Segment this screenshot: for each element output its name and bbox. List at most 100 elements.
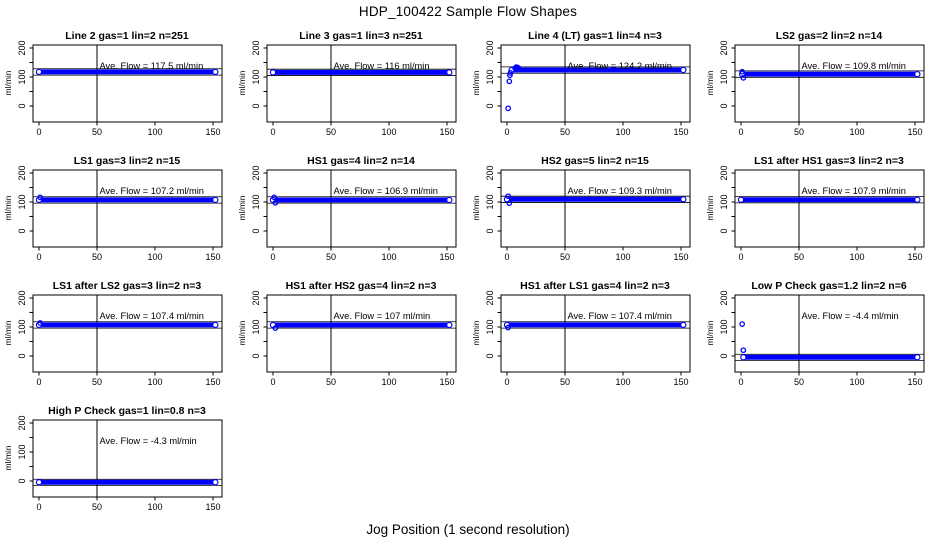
panel-title: Low P Check gas=1.2 lin=2 n=6 <box>751 280 906 292</box>
panel-title: HS1 gas=4 lin=2 n=14 <box>307 155 415 167</box>
plot-box <box>266 169 457 248</box>
y-tick-label: 200 <box>485 165 495 180</box>
band-end-point <box>680 196 687 203</box>
y-tick-label: 0 <box>719 353 729 358</box>
y-tick-label: 0 <box>17 228 27 233</box>
y-tick-label: 200 <box>251 165 261 180</box>
x-tick-label: 100 <box>381 252 396 262</box>
outlier-point <box>506 78 513 85</box>
x-tick-label: 50 <box>560 252 570 262</box>
y-axis-label: ml/min <box>3 195 13 220</box>
panel-title: LS1 after LS2 gas=3 lin=2 n=3 <box>53 280 202 292</box>
x-tick-label: 50 <box>560 127 570 137</box>
y-tick-label: 100 <box>719 194 729 209</box>
panel-plot: 0 50 100 150 0 100 200 ml/min HS1 after LS1 gas=… <box>471 280 691 387</box>
y-tick-label: 100 <box>251 194 261 209</box>
plot-box <box>500 169 691 248</box>
plot-box <box>734 294 925 373</box>
plot-box <box>734 44 925 123</box>
x-tick-label: 50 <box>92 252 102 262</box>
y-tick-label: 200 <box>719 165 729 180</box>
x-tick-label: 50 <box>794 252 804 262</box>
panel-title: LS1 after HS1 gas=3 lin=2 n=3 <box>754 155 904 167</box>
x-tick-label: 0 <box>270 252 275 262</box>
x-tick-label: 100 <box>381 377 396 387</box>
x-tick-label: 0 <box>738 377 743 387</box>
band-end-point <box>212 321 219 329</box>
x-tick-label: 150 <box>439 252 454 262</box>
figure-title: HDP_100422 Sample Flow Shapes <box>358 4 578 19</box>
x-tick-label: 0 <box>36 377 41 387</box>
band-end-point <box>914 354 921 361</box>
y-tick-label: 0 <box>251 353 261 358</box>
x-tick-label: 150 <box>205 252 220 262</box>
flow-panel: 0 50 100 150 0 100 200 ml/min HS1 after HS2 gas=… <box>234 272 468 397</box>
flow-panel: 0 50 100 150 0 100 200 ml/min Low P Check gas=1.… <box>702 272 936 397</box>
avg-flow-annotation: Ave. Flow = 107.4 ml/min <box>568 311 672 321</box>
outlier-point <box>507 70 514 76</box>
avg-flow-annotation: Ave. Flow = 107.9 ml/min <box>802 186 906 196</box>
outlier-point <box>272 325 279 332</box>
x-tick-label: 50 <box>92 502 102 512</box>
y-axis-label: ml/min <box>237 70 247 95</box>
x-tick-label: 100 <box>849 252 864 262</box>
x-tick-label: 150 <box>205 377 220 387</box>
x-tick-label: 100 <box>147 502 162 512</box>
x-tick-label: 150 <box>439 127 454 137</box>
y-tick-label: 0 <box>17 353 27 358</box>
band-end-point <box>269 69 277 76</box>
flow-panel: 0 50 100 150 0 100 200 ml/min LS1 after LS2 gas=… <box>0 272 234 397</box>
flow-panel: 0 50 100 150 0 100 200 ml/min High P Check gas=1… <box>0 397 234 522</box>
panel-plot: 0 50 100 150 0 100 200 ml/min Line 4 (LT) gas=1 … <box>471 30 691 137</box>
x-tick-label: 100 <box>849 127 864 137</box>
panel-grid: 0 50 100 150 0 100 200 ml/min Line 2 gas=1 lin=2… <box>0 22 936 522</box>
avg-flow-annotation: Ave. Flow = 117.5 ml/min <box>100 61 204 71</box>
panel-title: LS2 gas=2 lin=2 n=14 <box>776 30 883 42</box>
avg-flow-annotation: Ave. Flow = -4.3 ml/min <box>100 436 197 446</box>
flow-panel: 0 50 100 150 0 100 200 ml/min HS1 gas=4 lin=2 n=… <box>234 147 468 272</box>
plot-box <box>32 419 223 498</box>
x-tick-label: 50 <box>92 377 102 387</box>
outlier-point <box>37 320 44 326</box>
x-tick-label: 100 <box>147 377 162 387</box>
band-end-point <box>446 321 453 329</box>
y-tick-label: 200 <box>485 40 495 55</box>
avg-flow-annotation: Ave. Flow = 107.4 ml/min <box>100 311 204 321</box>
y-tick-label: 0 <box>251 103 261 108</box>
flow-panel: 0 50 100 150 0 100 200 ml/min LS2 gas=2 lin=2 n=… <box>702 22 936 147</box>
band-end-point <box>212 479 219 486</box>
flow-panel: 0 50 100 150 0 100 200 ml/min Line 2 gas=1 lin=2… <box>0 22 234 147</box>
outlier-point <box>271 194 278 201</box>
flow-panel: 0 50 100 150 0 100 200 ml/min Line 4 (LT) gas=1 … <box>468 22 702 147</box>
y-axis-label: ml/min <box>471 320 481 345</box>
y-axis-label: ml/min <box>471 195 481 220</box>
panel-title: HS1 after LS1 gas=4 lin=2 n=3 <box>520 280 670 292</box>
band-end-point <box>914 70 921 78</box>
y-tick-label: 100 <box>485 194 495 209</box>
band-end-point <box>680 66 687 74</box>
outlier-point <box>505 324 512 331</box>
x-tick-label: 150 <box>907 377 922 387</box>
plot-box <box>32 44 223 123</box>
x-tick-label: 0 <box>504 252 509 262</box>
y-tick-label: 100 <box>485 319 495 334</box>
outlier-point <box>505 105 512 112</box>
y-tick-label: 100 <box>17 444 27 459</box>
x-tick-label: 100 <box>849 377 864 387</box>
y-tick-label: 100 <box>485 69 495 84</box>
panel-title: Line 4 (LT) gas=1 lin=4 n=3 <box>528 30 662 42</box>
plot-box <box>500 294 691 373</box>
y-axis-label: ml/min <box>471 70 481 95</box>
band-end-point <box>737 196 745 203</box>
y-tick-label: 0 <box>485 228 495 233</box>
x-tick-label: 100 <box>381 127 396 137</box>
panel-title: HS2 gas=5 lin=2 n=15 <box>541 155 649 167</box>
outlier-point <box>272 200 279 206</box>
outlier-point <box>506 200 513 207</box>
band-end-point <box>35 479 43 486</box>
panel-plot: 0 50 100 150 0 100 200 ml/min LS1 after LS2 gas=… <box>3 280 223 387</box>
x-tick-label: 0 <box>270 377 275 387</box>
y-tick-label: 0 <box>485 103 495 108</box>
y-tick-label: 0 <box>17 103 27 108</box>
